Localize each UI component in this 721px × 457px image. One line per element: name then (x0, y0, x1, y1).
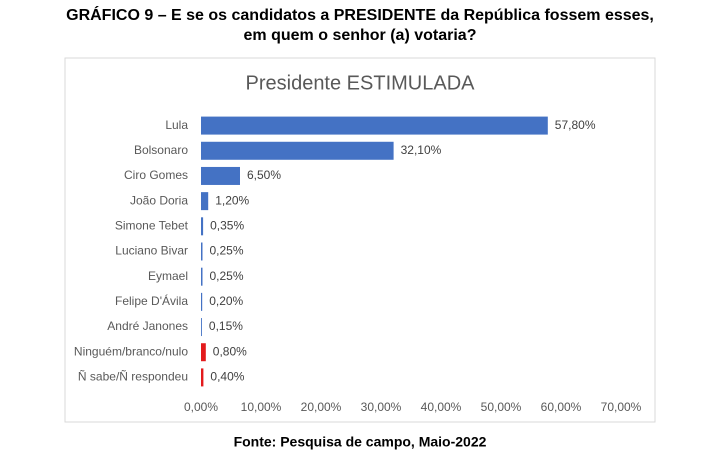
value-label: 0,15% (209, 319, 243, 333)
bar (201, 343, 206, 362)
value-label: 0,25% (210, 269, 244, 283)
x-tick-label: 20,00% (301, 400, 342, 414)
value-label: 0,20% (209, 294, 243, 308)
value-label: 0,25% (210, 244, 244, 258)
bar (201, 141, 394, 160)
chart-frame (64, 57, 656, 423)
value-label: 0,35% (210, 218, 244, 232)
x-tick-label: 10,00% (241, 400, 282, 414)
y-tick-label: Felipe D'Ávila (115, 293, 188, 308)
y-tick-label: Ninguém/branco/nulo (74, 344, 188, 358)
bar (201, 192, 209, 211)
value-label: 32,10% (401, 143, 442, 157)
x-tick-label: 30,00% (361, 400, 402, 414)
value-label: 6,50% (247, 168, 281, 182)
bar (201, 217, 204, 236)
x-tick-label: 40,00% (421, 400, 462, 414)
bar (201, 368, 204, 387)
bar (201, 292, 203, 311)
y-tick-label: Ñ sabe/Ñ respondeu (78, 370, 188, 384)
x-tick-label: 0,00% (184, 400, 218, 414)
y-tick-label: Lula (165, 118, 188, 132)
y-tick-label: Bolsonaro (134, 143, 188, 157)
y-tick-label: Simone Tebet (115, 218, 189, 232)
y-tick-label: Ciro Gomes (124, 168, 188, 182)
y-tick-label: João Doria (130, 193, 188, 207)
y-tick-label: Eymael (148, 269, 188, 283)
value-label: 0,40% (210, 370, 244, 384)
source: Fonte: Pesquisa de campo, Maio-2022 (234, 434, 487, 450)
bar (201, 242, 203, 261)
value-label: 0,80% (213, 344, 247, 358)
x-tick-label: 50,00% (481, 400, 522, 414)
chart-title: Presidente ESTIMULADA (246, 72, 476, 94)
x-tick-label: 60,00% (541, 400, 582, 414)
bar (201, 166, 240, 185)
y-tick-label: Luciano Bivar (115, 244, 188, 258)
bar (201, 116, 548, 135)
bar (201, 318, 202, 337)
value-label: 57,80% (555, 118, 596, 132)
y-tick-label: André Janones (107, 319, 188, 333)
value-label: 1,20% (215, 193, 249, 207)
x-tick-label: 70,00% (601, 400, 642, 414)
bar (201, 267, 203, 286)
header: GRÁFICO 9 – E se os candidatos a PRESIDE… (66, 7, 654, 44)
